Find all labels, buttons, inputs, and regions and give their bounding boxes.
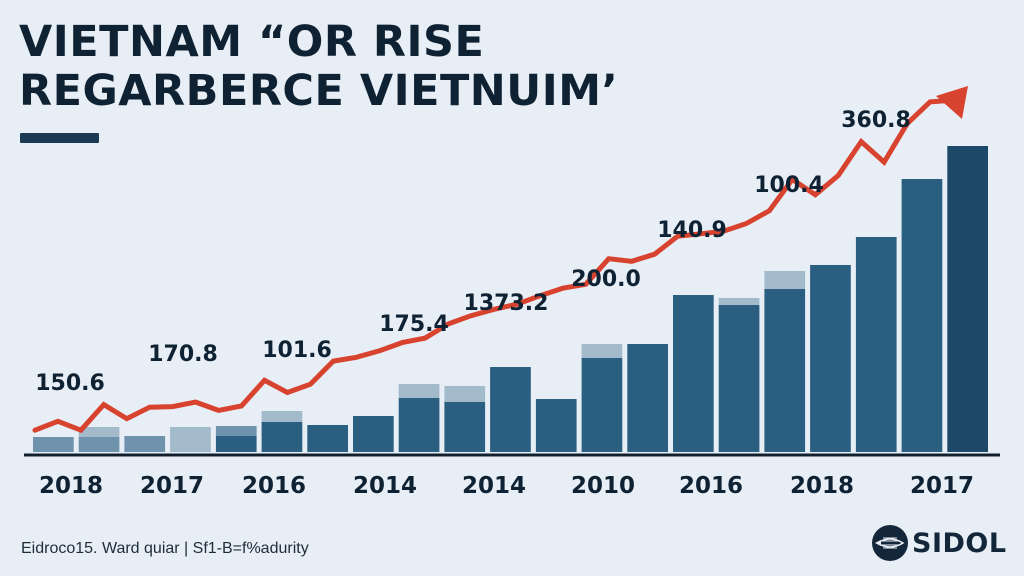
bar: [947, 146, 988, 452]
title-line-1: VIETNAM “OR RISE: [19, 17, 485, 67]
x-tick-label: 2018: [790, 473, 854, 499]
x-tick-label: 2010: [571, 473, 635, 499]
chart-title: VIETNAM “OR RISE REGARBERCE VIETNUIM’: [19, 18, 618, 116]
trend-arrow-head: [936, 86, 968, 119]
data-label: 360.8: [841, 108, 911, 133]
x-tick-label: 2014: [462, 473, 526, 499]
bar: [124, 436, 166, 452]
bar-cap-segment: [261, 411, 303, 422]
data-label: 100.4: [754, 173, 824, 198]
globe-ship-icon: [872, 525, 908, 561]
logo-text: SIDOL: [912, 527, 1007, 559]
bar: [261, 422, 303, 452]
bar: [627, 344, 668, 452]
data-label: 101.6: [262, 338, 332, 363]
bar: [535, 399, 577, 452]
trend-line: [32, 97, 958, 434]
title-line-2: REGARBERCE VIETNUIM’: [19, 66, 619, 116]
x-tick-labels-layer: 2018 2017 2016 2014 2014 2010 2016 2018 2017: [39, 473, 974, 499]
bar: [215, 436, 257, 452]
title-underline: [20, 133, 99, 143]
bar: [581, 358, 623, 452]
x-tick-label: 2018: [39, 473, 103, 499]
bars-layer: [33, 146, 988, 452]
bar: [855, 237, 897, 452]
bar: [901, 179, 943, 452]
bar: [353, 416, 394, 452]
x-tick-label: 2017: [910, 473, 974, 499]
data-label: 175.4: [379, 312, 449, 337]
x-tick-label: 2017: [140, 473, 204, 499]
data-label: 170.8: [148, 342, 218, 367]
bar-cap-segment: [764, 271, 806, 289]
x-tick-label: 2016: [242, 473, 306, 499]
bar: [444, 402, 486, 452]
line-layer: [32, 86, 968, 434]
bar: [307, 425, 348, 452]
data-labels-layer: 150.6 170.8 101.6 175.4 1373.2 200.0 140.9 100.…: [35, 108, 911, 396]
x-tick-label: 2016: [679, 473, 743, 499]
bar-cap-segment: [718, 298, 760, 305]
bar-cap-segment: [398, 384, 440, 398]
data-label: 140.9: [657, 218, 727, 243]
bar: [170, 427, 211, 452]
bar: [33, 437, 74, 452]
brand-logo: SIDOL: [872, 525, 1007, 561]
bar: [764, 289, 806, 452]
bar: [718, 305, 760, 452]
bar-cap-segment: [215, 426, 257, 436]
data-label: 1373.2: [464, 291, 549, 316]
bar: [78, 437, 120, 452]
bar-cap-segment: [444, 386, 486, 402]
data-label: 200.0: [571, 267, 641, 292]
bar-cap-segment: [78, 427, 120, 437]
bar: [398, 398, 440, 452]
bar: [810, 265, 851, 452]
data-label: 150.6: [35, 371, 105, 396]
bar-cap-segment: [581, 344, 623, 358]
bar: [673, 295, 714, 452]
footer-source-note: Eidroco15. Ward quiar | Sf1-B=f%adurity: [21, 540, 309, 557]
bar: [490, 367, 531, 452]
x-tick-label: 2014: [353, 473, 417, 499]
